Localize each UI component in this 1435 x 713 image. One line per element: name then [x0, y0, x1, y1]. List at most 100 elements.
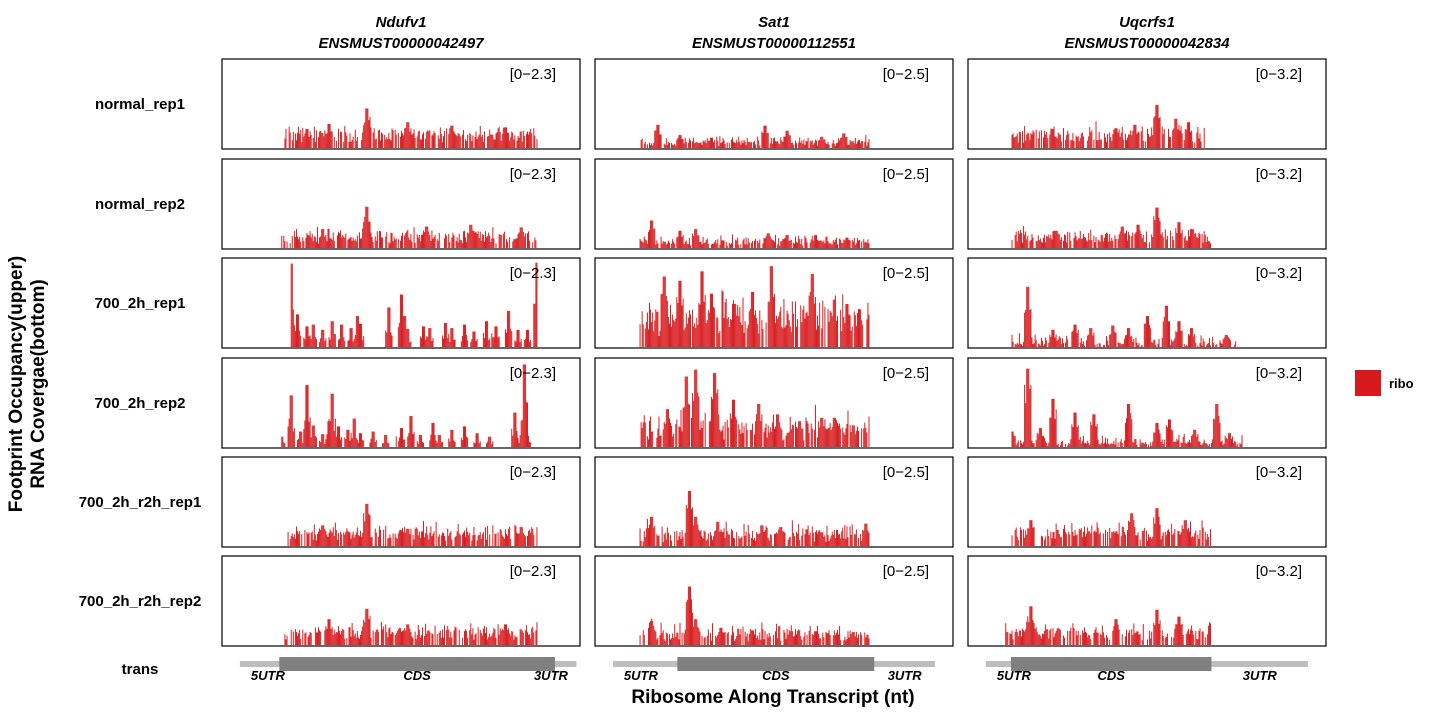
- coverage-bar: [726, 318, 728, 347]
- transcript-id-Sat1: ENSMUST00000112551: [692, 35, 856, 52]
- coverage-bar: [1192, 434, 1194, 447]
- coverage-bar: [1086, 443, 1088, 447]
- coverage-bar: [483, 241, 485, 248]
- coverage-bar: [704, 637, 706, 645]
- coverage-bar: [1056, 444, 1058, 447]
- coverage-bar: [721, 430, 723, 447]
- coverage-bar: [319, 440, 321, 447]
- coverage-bar: [424, 232, 426, 248]
- coverage-bar: [1149, 630, 1151, 645]
- coverage-bar: [673, 144, 675, 148]
- coverage-bar: [1055, 136, 1057, 148]
- coverage-bar: [1041, 242, 1043, 248]
- coverage-bar: [679, 135, 681, 148]
- coverage-bar: [1081, 238, 1083, 248]
- coverage-bar: [1027, 616, 1029, 645]
- coverage-bar: [1005, 623, 1007, 645]
- coverage-bar: [397, 441, 399, 447]
- coverage-bar: [761, 622, 763, 645]
- coverage-bar: [799, 421, 801, 447]
- coverage-bar: [868, 314, 870, 347]
- coverage-bar: [1032, 527, 1034, 546]
- coverage-bar: [1039, 635, 1041, 645]
- coverage-bar: [652, 516, 654, 546]
- coverage-bar: [492, 525, 494, 546]
- coverage-bar: [1068, 443, 1070, 447]
- coverage-bar: [781, 241, 783, 248]
- coverage-bar: [340, 131, 342, 148]
- coverage-bar: [323, 229, 325, 248]
- coverage-bar: [474, 634, 476, 645]
- coverage-bar: [314, 237, 316, 248]
- coverage-bar: [1048, 342, 1050, 347]
- coverage-bar: [285, 639, 287, 645]
- coverage-bar: [849, 315, 851, 347]
- coverage-bar: [1056, 340, 1058, 347]
- coverage-bar: [361, 433, 363, 447]
- coverage-bar: [657, 124, 659, 148]
- coverage-bar: [464, 631, 465, 645]
- coverage-bar: [303, 429, 305, 447]
- coverage-bar: [818, 421, 820, 447]
- coverage-bar: [1168, 321, 1169, 347]
- coverage-bar: [433, 531, 435, 546]
- coverage-bar: [853, 237, 855, 248]
- coverage-bar: [1022, 444, 1023, 447]
- coverage-bar: [1158, 217, 1160, 248]
- coverage-bar: [769, 143, 771, 148]
- coverage-bar: [1047, 629, 1049, 645]
- coverage-bar: [399, 428, 401, 447]
- coverage-bar: [640, 140, 642, 148]
- coverage-bar: [820, 638, 822, 645]
- coverage-bar: [477, 136, 479, 148]
- panel-Sat1-700_2h_r2h_rep2: [0−2.5]: [594, 555, 954, 647]
- coverage-bar: [1099, 633, 1101, 645]
- coverage-bar: [1193, 537, 1195, 546]
- coverage-bar: [1078, 439, 1080, 447]
- coverage-bar: [1124, 233, 1126, 248]
- coverage-bar: [797, 319, 799, 347]
- coverage-bar: [859, 309, 861, 347]
- coverage-bar: [1148, 534, 1150, 546]
- coverage-bar: [1138, 634, 1140, 645]
- coverage-bar: [1210, 623, 1211, 645]
- coverage-bar: [813, 541, 815, 546]
- coverage-bar: [861, 428, 863, 447]
- coverage-bar: [1124, 335, 1126, 347]
- coverage-bar: [1150, 536, 1152, 546]
- coverage-bar: [797, 533, 799, 546]
- coverage-bar: [403, 630, 405, 645]
- coverage-bar: [365, 503, 367, 546]
- coverage-bar: [1135, 439, 1137, 447]
- panel-Uqcrfs1-normal_rep2: [0−3.2]: [967, 158, 1327, 250]
- coverage-bar: [363, 336, 365, 347]
- coverage-bar: [663, 534, 665, 546]
- panel-border: [594, 158, 954, 250]
- coverage-bar: [790, 429, 792, 447]
- coverage-bar: [695, 229, 697, 248]
- coverage-bar: [811, 140, 813, 148]
- coverage-bar: [800, 142, 802, 148]
- coverage-bar: [529, 529, 531, 546]
- coverage-bar: [1035, 240, 1037, 248]
- coverage-bar: [852, 140, 854, 148]
- coverage-bar: [1132, 341, 1134, 347]
- coverage-bar: [803, 636, 805, 645]
- coverage-bar: [293, 428, 295, 447]
- coverage-bar: [713, 306, 715, 347]
- coverage-bar: [1033, 443, 1035, 447]
- coverage-bar: [1082, 136, 1084, 148]
- coverage-bar: [485, 632, 486, 645]
- coverage-bar: [372, 630, 374, 645]
- coverage-bar: [1189, 122, 1190, 148]
- coverage-bar: [472, 135, 474, 148]
- coverage-bar: [1023, 630, 1025, 645]
- coverage-bar: [1193, 229, 1195, 248]
- coverage-bar: [811, 526, 813, 546]
- coverage-bar: [1018, 233, 1020, 248]
- coverage-bar: [1024, 631, 1026, 645]
- coverage-bar: [654, 320, 656, 347]
- coverage-bar: [865, 134, 867, 148]
- coverage-bar: [1055, 334, 1057, 347]
